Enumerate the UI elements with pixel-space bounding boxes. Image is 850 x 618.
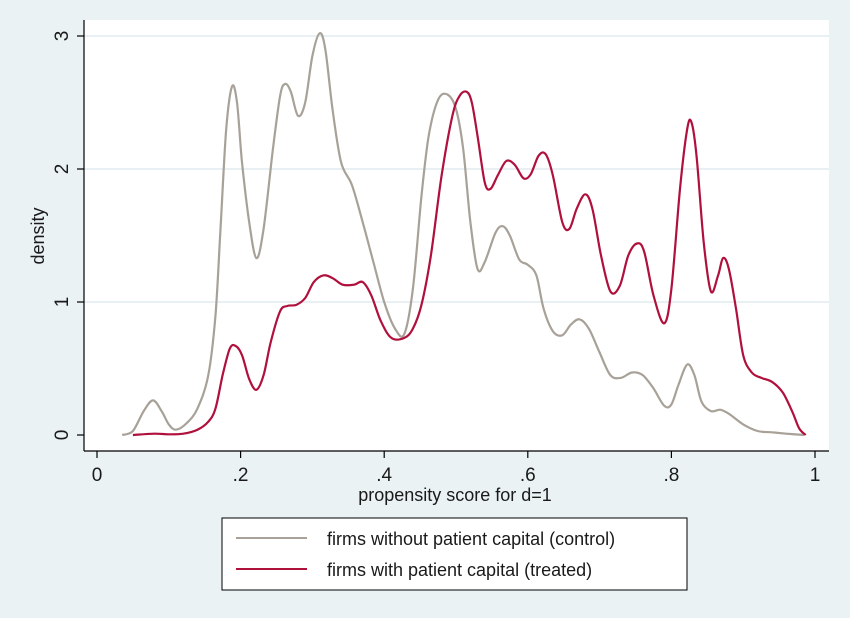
x-tick-label: .8 [663, 465, 679, 486]
x-tick-label: 1 [810, 465, 821, 486]
y-axis-title: density [28, 207, 48, 264]
x-tick-label: .2 [233, 465, 249, 486]
x-tick-label: .4 [376, 465, 392, 486]
axes [83, 20, 829, 452]
x-axis-title: propensity score for d=1 [358, 485, 552, 505]
series-line-treated [132, 90, 807, 437]
legend-label-treated: firms with patient capital (treated) [327, 560, 592, 580]
x-tick-label: 0 [92, 465, 103, 486]
gridlines [84, 35, 829, 303]
x-tick-label: .6 [520, 465, 536, 486]
y-axis-ticks: 0 1 2 3 [52, 31, 84, 441]
y-tick-label: 0 [52, 430, 73, 441]
y-tick-label: 2 [52, 164, 73, 175]
y-tick-label: 1 [52, 297, 73, 308]
plot-area [84, 20, 829, 451]
series-lines [121, 32, 807, 437]
legend: firms without patient capital (control) … [221, 517, 688, 591]
legend-box [221, 517, 688, 591]
legend-label-control: firms without patient capital (control) [327, 529, 615, 549]
series-line-control [121, 32, 805, 437]
y-tick-label: 3 [52, 31, 73, 42]
x-axis-ticks: 0 .2 .4 .6 .8 1 [92, 451, 821, 486]
